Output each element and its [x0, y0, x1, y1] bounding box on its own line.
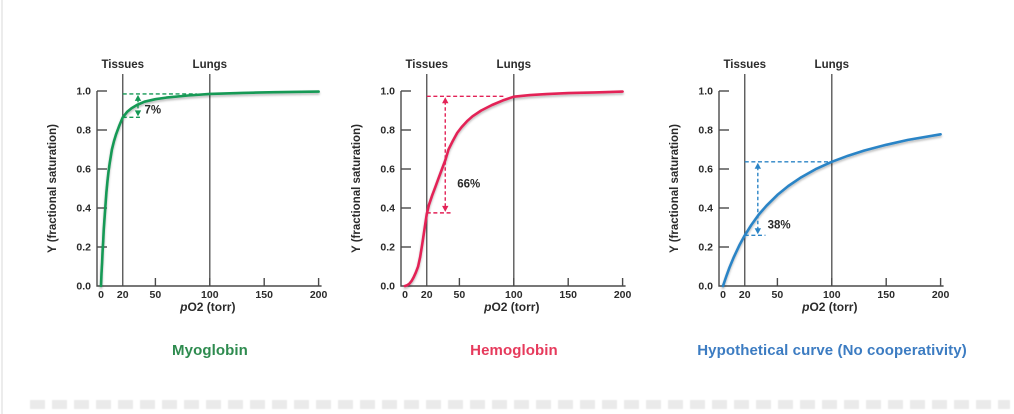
x-tick-label: 150	[877, 289, 895, 301]
x-tick-label: 100	[505, 289, 523, 301]
saturation-curve	[99, 90, 320, 288]
arrowhead-down	[442, 205, 449, 212]
x-tick-label: 0	[98, 289, 104, 301]
x-tick-label: 150	[255, 289, 273, 301]
panel-hypothetical: Tissues Lungs 0.0 0.2 0.4 0.6 0.8 1.0 0 20 50 100 15…	[662, 48, 967, 359]
panel-myoglobin: Tissues Lungs 0.0 0.2 0.4 0.6 0.8 1.0 0 20 50 100 15…	[40, 48, 345, 359]
y-tick-label: 0.2	[380, 242, 395, 254]
x-axis-title: pO2 (torr)	[179, 300, 235, 314]
vline-label-tissues: Tissues	[723, 59, 766, 71]
arrowhead-up	[134, 94, 142, 101]
vline-label-tissues: Tissues	[405, 59, 448, 71]
vline-label-lungs: Lungs	[497, 59, 532, 71]
x-tick-label: 20	[421, 289, 433, 301]
difference-label: 66%	[457, 179, 480, 191]
hemoglobin-chart: Tissues Lungs 0.0 0.2 0.4 0.6 0.8 1.0 0 20 50 100 15…	[351, 59, 632, 314]
y-axis-title: Y (fractional saturation)	[351, 124, 363, 253]
myoglobin-chart: Tissues Lungs 0.0 0.2 0.4 0.6 0.8 1.0 0 20 50 100 15…	[47, 59, 328, 314]
y-tick-label: 1.0	[698, 86, 713, 98]
x-tick-label: 100	[201, 289, 219, 301]
y-tick-label: 0.0	[76, 281, 91, 293]
vline-label-tissues: Tissues	[101, 59, 144, 71]
x-tick-label: 50	[454, 289, 466, 301]
saturation-curve	[721, 133, 942, 288]
y-tick-label: 0.6	[380, 164, 395, 176]
x-tick-label: 20	[739, 289, 751, 301]
arrowhead-down	[134, 110, 142, 117]
y-tick-label: 0.8	[76, 125, 91, 137]
panel-hemoglobin: Tissues Lungs 0.0 0.2 0.4 0.6 0.8 1.0 0 20 50 100 15…	[344, 48, 649, 359]
axes	[400, 91, 626, 287]
difference-label: 38%	[768, 220, 791, 232]
x-tick-label: 200	[614, 289, 632, 301]
x-tick-label: 0	[720, 289, 726, 301]
x-tick-label: 100	[823, 289, 841, 301]
y-tick-label: 0.2	[76, 242, 91, 254]
y-tick-label: 0.8	[698, 125, 713, 137]
cropped-text-row	[30, 400, 1010, 409]
x-tick-label: 50	[150, 289, 162, 301]
y-tick-label: 0.6	[76, 164, 91, 176]
y-axis-title: Y (fractional saturation)	[47, 124, 59, 253]
y-tick-label: 0.4	[698, 203, 713, 215]
y-tick-label: 0.4	[76, 203, 91, 215]
slide-left-border	[1, 0, 3, 414]
x-tick-label: 50	[772, 289, 784, 301]
x-tick-label: 0	[402, 289, 408, 301]
y-tick-label: 0.8	[380, 125, 395, 137]
vline-label-lungs: Lungs	[815, 59, 850, 71]
x-tick-label: 20	[117, 289, 129, 301]
myoglobin-caption: Myoglobin	[172, 342, 248, 359]
y-tick-label: 1.0	[76, 86, 91, 98]
y-tick-label: 0.0	[380, 281, 395, 293]
x-tick-label: 200	[932, 289, 950, 301]
x-tick-label: 200	[310, 289, 328, 301]
y-tick-label: 0.2	[698, 242, 713, 254]
x-axis-title: pO2 (torr)	[483, 300, 539, 314]
axes	[718, 91, 944, 287]
hemoglobin-caption: Hemoglobin	[470, 342, 558, 359]
y-axis-title: Y (fractional saturation)	[669, 124, 681, 253]
arrowhead-down	[754, 228, 762, 235]
y-tick-label: 0.4	[380, 203, 395, 215]
y-tick-label: 0.0	[698, 281, 713, 293]
axes	[96, 91, 322, 287]
hypothetical-curve-chart: Tissues Lungs 0.0 0.2 0.4 0.6 0.8 1.0 0 20 50 100 15…	[669, 59, 950, 314]
y-tick-label: 0.6	[698, 164, 713, 176]
x-axis-title: pO2 (torr)	[801, 300, 857, 314]
hypothetical-caption: Hypothetical curve (No cooperativity)	[697, 342, 967, 359]
y-tick-label: 1.0	[380, 86, 395, 98]
arrowhead-up	[754, 162, 762, 169]
difference-label: 7%	[145, 105, 162, 117]
vline-label-lungs: Lungs	[193, 59, 228, 71]
saturation-curve	[403, 90, 624, 288]
arrowhead-up	[442, 97, 449, 104]
x-tick-label: 150	[559, 289, 577, 301]
